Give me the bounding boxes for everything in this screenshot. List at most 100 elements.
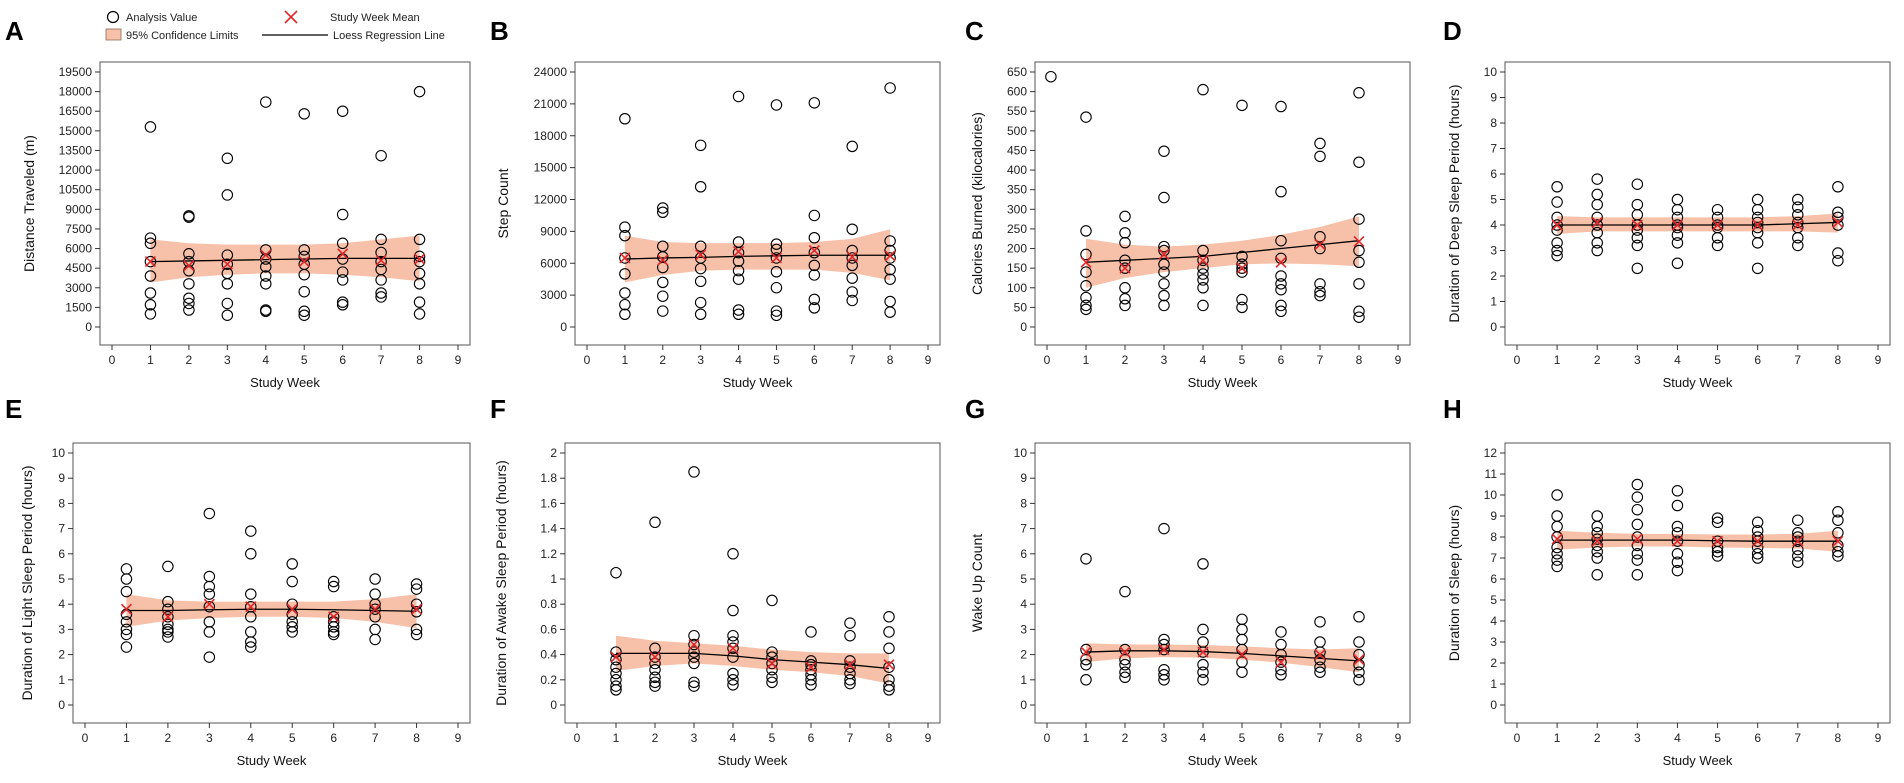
mean-marker-a: [183, 259, 195, 272]
data-point-c: [1119, 236, 1131, 249]
data-point-c: [1119, 282, 1131, 294]
y-tick-label-a: 3000: [65, 281, 92, 295]
data-point-b: [619, 287, 631, 299]
data-point-c: [1353, 278, 1365, 290]
x-tick-label-h: 7: [1794, 731, 1801, 745]
data-point-a: [413, 233, 426, 246]
data-point-g: [1197, 646, 1209, 658]
data-point-c: [1353, 87, 1365, 99]
y-tick-label-g: 3: [1020, 622, 1027, 636]
y-tick-label-e: 8: [58, 496, 65, 510]
data-point-e: [327, 626, 340, 638]
data-point-g: [1197, 674, 1209, 686]
mean-marker-a: [144, 256, 157, 268]
y-tick-label-b: 12000: [534, 193, 568, 207]
y-tick-label-e: 5: [58, 572, 65, 586]
x-tick-label-c: 6: [1278, 353, 1285, 367]
data-point-f: [727, 667, 739, 680]
x-tick-label-d: 3: [1634, 353, 1641, 367]
data-point-c: [1158, 299, 1170, 312]
x-tick-label-h: 0: [1514, 731, 1521, 745]
data-point-b: [846, 294, 858, 307]
data-point-a: [144, 287, 157, 299]
y-tick-label-f: 1.6: [540, 496, 557, 510]
y-tick-label-e: 9: [58, 471, 65, 485]
x-tick-label-e: 0: [82, 731, 89, 745]
data-point-a: [298, 285, 310, 298]
data-point-d: [1792, 209, 1804, 221]
data-point-h: [1551, 489, 1563, 501]
mean-marker-c: [1080, 256, 1092, 268]
panel-letter-h: H: [1443, 394, 1462, 424]
plot-frame-e: [72, 442, 471, 724]
data-point-f: [727, 651, 739, 663]
data-point-a: [413, 296, 426, 308]
mean-stroke: [1752, 535, 1764, 547]
x-tick-label-h: 8: [1835, 731, 1842, 745]
data-point-d: [1792, 232, 1804, 244]
y-tick-label-e: 3: [58, 622, 65, 636]
data-point-g: [1314, 646, 1326, 658]
loess-line-g: [1085, 650, 1360, 662]
y-tick-label-h: 5: [1490, 593, 1497, 607]
data-point-g: [1353, 611, 1365, 623]
mean-marker-g: [1236, 649, 1248, 661]
y-tick-label-d: 9: [1490, 91, 1497, 105]
data-point-a: [413, 250, 426, 263]
mean-marker-f: [688, 638, 700, 651]
data-point-d: [1671, 203, 1684, 216]
mean-marker-g: [1275, 656, 1287, 668]
y-tick-label-g: 2: [1020, 648, 1027, 662]
data-point-c: [1080, 291, 1092, 304]
mean-marker-h: [1711, 535, 1724, 547]
mean-marker-a: [337, 248, 349, 260]
data-point-g: [1158, 522, 1170, 535]
mean-stroke: [732, 245, 745, 258]
data-point-h: [1631, 503, 1644, 516]
data-point-f: [688, 629, 700, 642]
data-point-a: [221, 309, 234, 321]
y-tick-label-c: 100: [1007, 281, 1027, 295]
data-point-g: [1080, 653, 1092, 666]
data-point-h: [1792, 527, 1804, 539]
y-tick-label-a: 4500: [65, 261, 92, 275]
y-tick-label-d: 6: [1490, 167, 1497, 181]
x-tick-label-c: 3: [1161, 353, 1168, 367]
data-point-g: [1353, 674, 1365, 686]
data-point-c: [1080, 248, 1092, 261]
y-tick-label-d: 7: [1490, 142, 1497, 156]
y-tick-label-e: 10: [52, 446, 66, 460]
data-point-c: [1236, 258, 1248, 270]
data-point-d: [1631, 239, 1644, 252]
mean-marker-g: [1158, 643, 1170, 656]
data-point-c: [1353, 244, 1365, 257]
data-point-f: [610, 566, 622, 579]
data-point-a: [221, 189, 234, 201]
data-point-e: [203, 580, 216, 593]
data-point-a: [375, 233, 387, 246]
mean-marker-h: [1591, 535, 1603, 547]
mean-marker-f: [766, 657, 778, 669]
data-point-d: [1551, 181, 1563, 193]
x-tick-label-a: 3: [224, 353, 231, 367]
data-point-e: [162, 623, 174, 636]
data-point-h: [1751, 548, 1764, 560]
x-axis-title-b: Study Week: [723, 375, 793, 390]
data-point-e: [203, 626, 216, 638]
data-point-d: [1711, 203, 1724, 216]
x-tick-label-f: 2: [652, 731, 659, 745]
mean-stroke: [1752, 219, 1764, 231]
x-tick-label-a: 8: [416, 353, 423, 367]
y-tick-label-e: 1: [58, 673, 65, 687]
mean-marker-b: [695, 249, 707, 261]
data-point-g: [1353, 666, 1365, 678]
data-point-c: [1314, 231, 1326, 243]
data-point-b: [770, 99, 783, 111]
y-tick-label-h: 12: [1484, 446, 1498, 460]
data-point-c: [1236, 262, 1248, 274]
x-tick-label-c: 4: [1200, 353, 1207, 367]
x-axis-title-c: Study Week: [1188, 375, 1258, 390]
y-tick-label-g: 4: [1020, 597, 1027, 611]
data-point-f: [688, 646, 700, 658]
y-tick-label-f: 1.8: [540, 471, 557, 485]
